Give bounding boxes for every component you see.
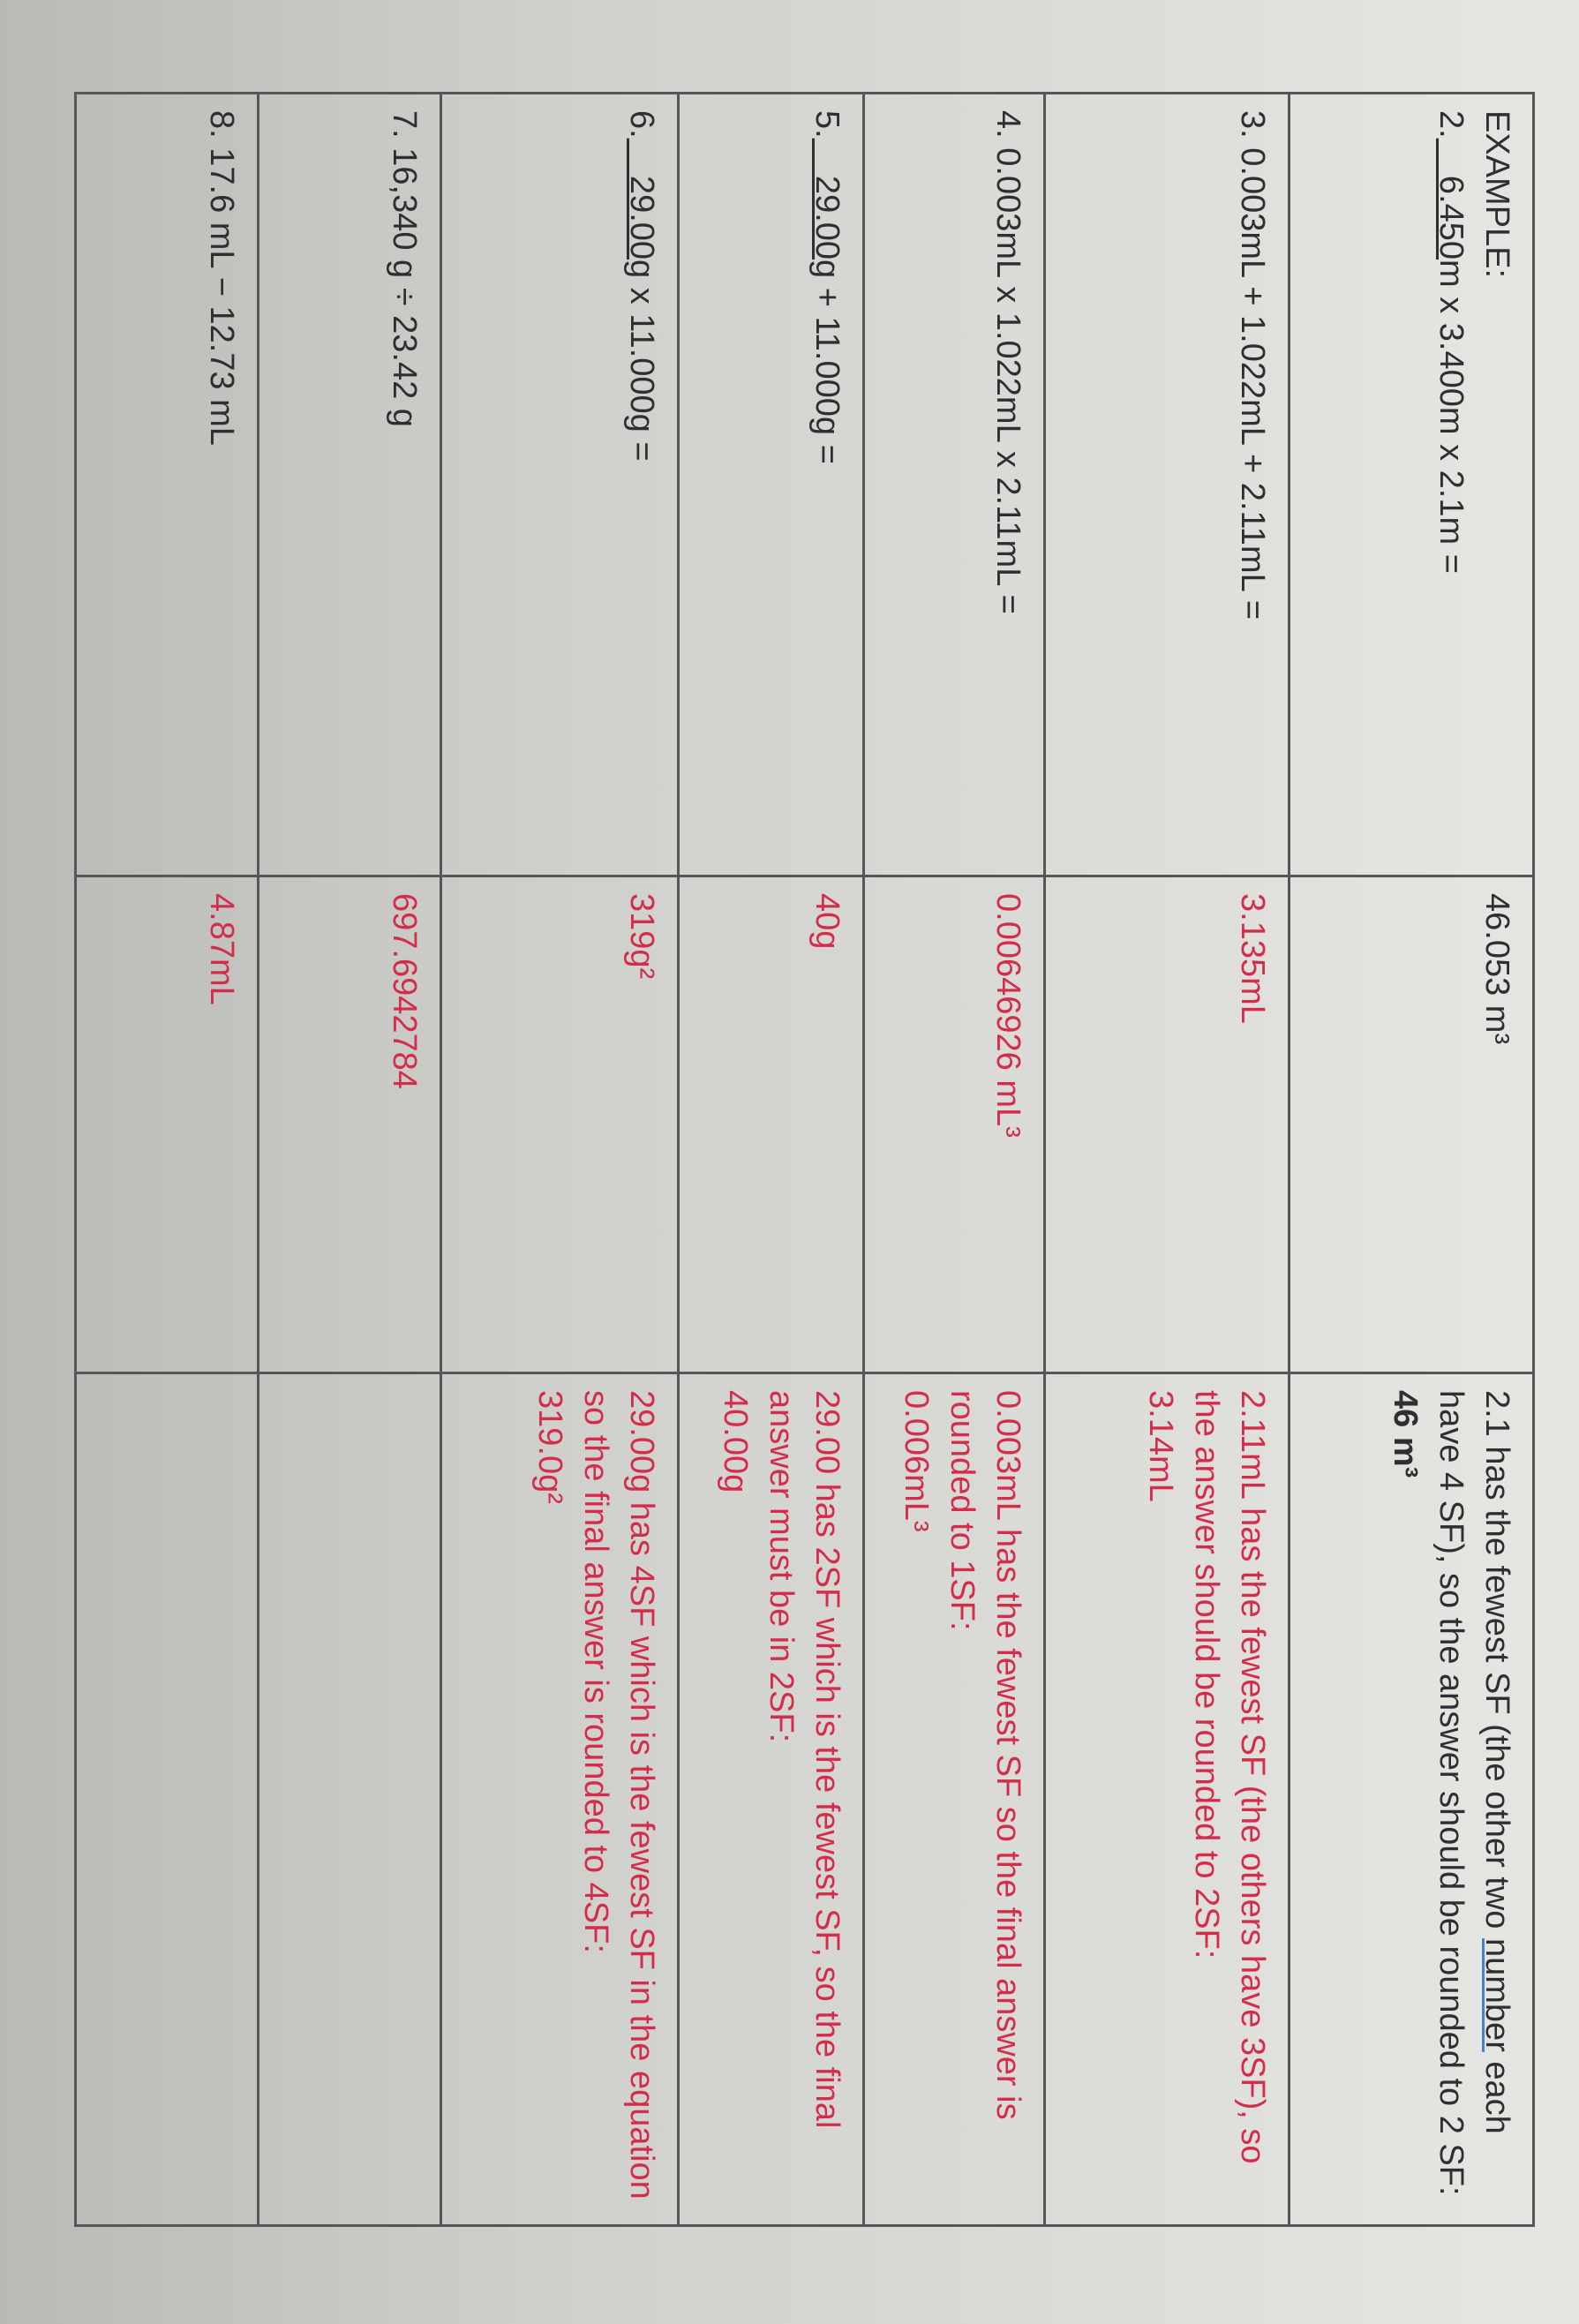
question-text: 5. 29.00g + 11.000g = [804,110,850,859]
underlined-value: 29.00 [808,138,846,260]
underlined-value: 6.450 [1432,138,1470,260]
question-number: 6. [623,110,660,139]
question-number: 8. 17.6 mL − 12.73 mL [203,110,240,446]
table-row: 8. 17.6 mL − 12.73 mL 4.87mL [75,93,259,2226]
explanation-cell: 0.003mL has the fewest SF so the final a… [863,1373,1045,2226]
answer-cell: 4.87mL [75,876,259,1373]
question-cell: 5. 29.00g + 11.000g = [678,93,864,876]
answer-cell: 3.135mL [1044,876,1290,1373]
question-text: 2. 6.450m x 3.400m x 2.1m = [1428,110,1474,859]
answer-cell: 697.6942784 [258,876,441,1373]
final-answer: 46 m³ [1387,1390,1424,1478]
question-cell: 4. 0.003mL x 1.022mL x 2.11mL = [863,93,1045,876]
answer-cell: 319g² [440,876,679,1373]
question-number: 5. [808,110,846,139]
example-heading: EXAMPLE: [1478,110,1515,279]
table-row: 6. 29.00g x 11.000g = 319g² 29.00g has 4SF… [440,93,679,2226]
question-rest: m x 3.400m x 2.1m = [1432,259,1470,574]
answer-text: 697.6942784 [386,893,423,1089]
question-text: 7. 16,340 g ÷ 23.42 g [381,110,427,859]
final-answer: 3.14mL [1142,1390,1179,1502]
final-answer: 319.0g² [531,1390,568,1504]
table-row: EXAMPLE: 2. 6.450m x 3.400m x 2.1m = 46.… [1289,93,1534,2226]
question-number: 7. 16,340 g ÷ 23.42 g [386,110,423,427]
final-answer: 40.00g [717,1390,754,1493]
explanation-cell: 2.1 has the fewest SF (the other two num… [1289,1373,1534,2226]
explanation-cell: 2.11mL has the fewest SF (the others hav… [1044,1373,1290,2226]
table-row: 7. 16,340 g ÷ 23.42 g 697.6942784 [258,93,441,2226]
explanation-cell: 29.00g has 4SF which is the fewest SF in… [440,1373,679,2226]
answer-text: 319g² [623,893,660,980]
question-cell: 3. 0.003mL + 1.022mL + 2.11mL = [1044,93,1290,876]
explanation-text: 29.00g has 4SF which is the fewest SF in… [577,1390,660,2200]
worksheet: EXAMPLE: 2. 6.450m x 3.400m x 2.1m = 46.… [74,92,1535,2227]
question-text: 8. 17.6 mL − 12.73 mL [199,110,244,859]
underlined-value: 29.00 [623,138,660,260]
question-number: 4. 0.003mL x 1.022mL x 2.11mL = [989,110,1026,614]
answer-text: 4.87mL [203,893,240,1005]
explanation-cell [75,1373,259,2226]
sig-fig-table: EXAMPLE: 2. 6.450m x 3.400m x 2.1m = 46.… [74,92,1535,2227]
question-rest: g + 11.000g = [808,259,846,464]
table-row: 5. 29.00g + 11.000g = 40g 29.00 has 2SF wh… [678,93,864,2226]
spellcheck-word: number [1478,1938,1515,2052]
question-text: 3. 0.003mL + 1.022mL + 2.11mL = [1229,110,1275,859]
final-answer: 0.006mL³ [898,1390,935,1532]
explanation-text: 29.00 has 2SF which is the fewest SF, so… [763,1390,846,2129]
question-cell: 7. 16,340 g ÷ 23.42 g [258,93,441,876]
question-cell: 6. 29.00g x 11.000g = [440,93,679,876]
answer-cell: 46.053 m³ [1289,876,1534,1373]
answer-text: 3.135mL [1234,893,1271,1024]
answer-cell: 40g [678,876,864,1373]
question-number: 2. [1432,110,1470,139]
answer-cell: 0.00646926 mL³ [863,876,1045,1373]
question-number: 3. 0.003mL + 1.022mL + 2.11mL = [1234,110,1271,620]
question-cell: EXAMPLE: 2. 6.450m x 3.400m x 2.1m = [1289,93,1534,876]
table-row: 3. 0.003mL + 1.022mL + 2.11mL = 3.135mL 2.… [1044,93,1290,2226]
answer-text: 46.053 m³ [1478,893,1515,1045]
answer-text: 40g [808,893,846,950]
explanation-part: 2.1 has the fewest SF (the other two [1478,1390,1515,1938]
answer-text: 0.00646926 mL³ [989,893,1026,1138]
explanation-text: 2.1 has the fewest SF (the other two num… [1428,1390,1520,2208]
explanation-cell [258,1373,441,2226]
question-text: 4. 0.003mL x 1.022mL x 2.11mL = [985,110,1031,859]
explanation-text: 0.003mL has the fewest SF so the final a… [944,1390,1026,2120]
question-text: 6. 29.00g x 11.000g = [619,110,665,859]
table-row: 4. 0.003mL x 1.022mL x 2.11mL = 0.0064692… [863,93,1045,2226]
question-cell: 8. 17.6 mL − 12.73 mL [75,93,259,876]
explanation-text: 2.11mL has the fewest SF (the others hav… [1188,1390,1271,2164]
question-rest: g x 11.000g = [623,259,660,462]
explanation-cell: 29.00 has 2SF which is the fewest SF, so… [678,1373,864,2226]
